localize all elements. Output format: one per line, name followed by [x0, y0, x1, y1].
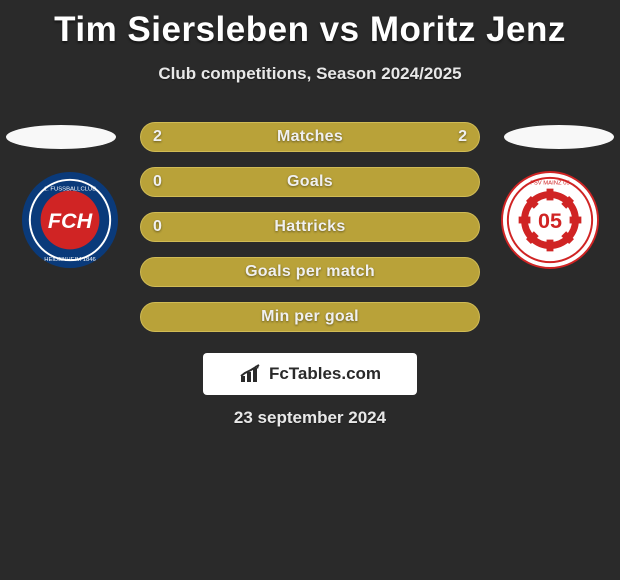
stat-label: Goals [287, 173, 333, 191]
watermark: FcTables.com [203, 353, 417, 395]
stat-left-value: 2 [153, 128, 162, 146]
stat-bar-goals: 0 Goals [140, 167, 480, 197]
watermark-text: FcTables.com [269, 364, 381, 384]
stat-label: Matches [277, 128, 343, 146]
page-title: Tim Siersleben vs Moritz Jenz [0, 0, 620, 50]
svg-text:HEIDENHEIM 1846: HEIDENHEIM 1846 [44, 257, 96, 263]
left-club-logo: FCH 1. FUSSBALLCLUB HEIDENHEIM 1846 [21, 171, 119, 269]
right-player-ellipse [504, 125, 614, 149]
svg-text:1. FUSSBALLCLUB: 1. FUSSBALLCLUB [44, 187, 96, 193]
stat-bar-goals-per-match: Goals per match [140, 257, 480, 287]
page-subtitle: Club competitions, Season 2024/2025 [0, 64, 620, 84]
svg-text:FCH: FCH [48, 208, 93, 233]
stat-bar-hattricks: 0 Hattricks [140, 212, 480, 242]
stat-right-value: 2 [458, 128, 467, 146]
stat-left-value: 0 [153, 218, 162, 236]
stat-left-value: 0 [153, 173, 162, 191]
stat-label: Min per goal [261, 308, 359, 326]
svg-text:FSV MAINZ 05: FSV MAINZ 05 [530, 181, 570, 187]
stat-label: Goals per match [245, 263, 375, 281]
mainz-logo-icon: 05 FSV MAINZ 05 [501, 171, 599, 269]
right-club-logo: 05 FSV MAINZ 05 [501, 171, 599, 269]
date-line: 23 september 2024 [0, 408, 620, 428]
stat-bar-matches: 2 Matches 2 [140, 122, 480, 152]
left-player-ellipse [6, 125, 116, 149]
stat-bars: 2 Matches 2 0 Goals 0 Hattricks Goals pe… [140, 122, 480, 347]
bar-chart-icon [239, 364, 263, 384]
fch-logo-icon: FCH 1. FUSSBALLCLUB HEIDENHEIM 1846 [21, 171, 119, 269]
svg-text:05: 05 [538, 208, 562, 233]
stat-label: Hattricks [274, 218, 345, 236]
stat-bar-min-per-goal: Min per goal [140, 302, 480, 332]
